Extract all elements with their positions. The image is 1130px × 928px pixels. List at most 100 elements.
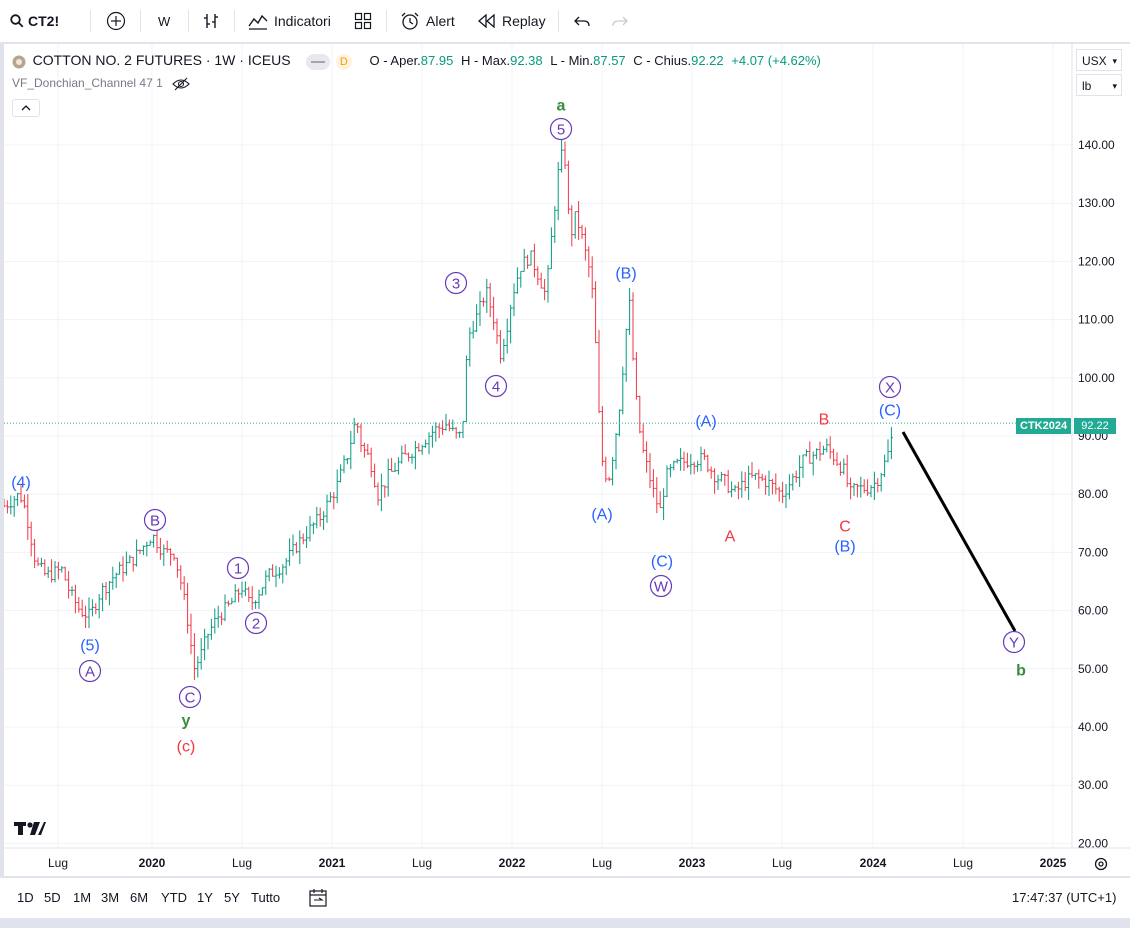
wave-text: C: [839, 519, 851, 536]
price-bar: [519, 270, 523, 288]
compare-button[interactable]: [106, 0, 126, 42]
chart-settings-button[interactable]: [1093, 856, 1109, 876]
range-tutto[interactable]: Tutto: [251, 890, 281, 905]
price-bar: [383, 485, 387, 498]
price-bar: [322, 511, 326, 530]
date-range-button[interactable]: [308, 888, 328, 913]
indicators-button[interactable]: Indicatori: [248, 0, 331, 42]
price-bar: [67, 571, 71, 599]
range-ytd[interactable]: YTD: [161, 890, 187, 905]
price-bar: [750, 461, 754, 478]
price-bar: [206, 633, 210, 650]
price-bar: [556, 162, 560, 221]
alert-button[interactable]: Alert: [400, 0, 455, 42]
price-bar: [342, 455, 346, 474]
undo-icon: [574, 14, 590, 28]
price-bar: [798, 455, 802, 487]
range-5y[interactable]: 5Y: [224, 890, 240, 905]
price-bar: [444, 413, 448, 431]
time-tick-label: Lug: [48, 856, 68, 870]
price-bar: [152, 534, 156, 548]
price-bar: [369, 447, 373, 478]
price-bar: [590, 256, 594, 299]
price-bar: [4, 498, 6, 508]
projection-trendline: [901, 431, 1017, 632]
chevron-down-icon: ▾: [1112, 81, 1117, 91]
price-tick-label: 50.00: [1078, 662, 1108, 676]
range-1d[interactable]: 1D: [17, 890, 34, 905]
delayed-badge[interactable]: D: [335, 53, 352, 70]
wave-text: W: [654, 579, 669, 596]
clock-timezone[interactable]: 17:47:37 (UTC+1): [1012, 890, 1117, 905]
price-bar: [706, 454, 710, 473]
price-bar: [189, 613, 193, 655]
gear-icon: [1093, 856, 1109, 872]
wave-label: C: [839, 519, 851, 536]
symbol-search[interactable]: CT2!: [10, 0, 59, 42]
indicator-legend[interactable]: VF_Donchian_Channel 47 1: [12, 76, 190, 91]
price-bar: [461, 421, 465, 439]
interval-button[interactable]: W: [158, 13, 171, 29]
divider: [140, 10, 141, 32]
change-value: +4.07 (+4.62%): [731, 53, 821, 68]
price-bar: [53, 561, 57, 583]
price-bar: [689, 453, 693, 475]
tradingview-logo[interactable]: [14, 820, 46, 841]
wave-label-circled: X: [878, 375, 902, 399]
price-bar: [488, 282, 492, 318]
wave-label-circled: 4: [484, 374, 508, 398]
currency-select[interactable]: USX ▾: [1076, 49, 1122, 71]
layouts-button[interactable]: [354, 0, 372, 42]
price-bar: [852, 483, 856, 496]
price-bar: [757, 469, 761, 489]
price-bar: [63, 566, 67, 581]
symbol-title[interactable]: COTTON NO. 2 FUTURES · 1W · ICEUS: [32, 52, 291, 68]
price-bar: [84, 605, 88, 629]
price-chart[interactable]: (4) B (5) A Cy (c) 1 2 3 4 a 5 (B) (A) (C) W (A) A B C (B) X (…: [4, 44, 1130, 876]
price-bar: [77, 597, 81, 613]
search-icon: [10, 14, 24, 28]
price-bar: [570, 205, 574, 247]
range-6m[interactable]: 6M: [130, 890, 149, 905]
time-tick-label: 2021: [319, 856, 346, 870]
high-value: 92.38: [510, 53, 543, 68]
price-bar: [879, 472, 883, 492]
bottom-strip: [0, 918, 1130, 928]
collapse-legend-button[interactable]: [12, 99, 40, 117]
grid-icon: [354, 12, 372, 30]
price-bar: [624, 328, 628, 382]
price-bar: [379, 473, 383, 512]
time-tick-label: 2025: [1040, 856, 1067, 870]
replay-button[interactable]: Replay: [478, 0, 546, 42]
price-bar: [634, 352, 638, 400]
price-bar: [233, 584, 237, 603]
undo-button[interactable]: [574, 0, 590, 42]
chart-grid: [4, 44, 1072, 848]
price-bar: [39, 557, 43, 567]
unit-select[interactable]: lb ▾: [1076, 74, 1122, 96]
redo-button[interactable]: [612, 0, 628, 42]
wave-text: 2: [252, 616, 260, 633]
range-1y[interactable]: 1Y: [197, 890, 213, 905]
price-bar: [243, 581, 247, 597]
range-5d[interactable]: 5D: [44, 890, 61, 905]
price-bar: [339, 464, 343, 483]
wave-text: 1: [234, 561, 242, 578]
price-bar: [213, 608, 217, 634]
eye-hidden-icon[interactable]: [172, 77, 190, 91]
bar-style-button[interactable]: [202, 0, 220, 42]
chevron-up-icon: [21, 104, 31, 112]
price-bar: [345, 458, 349, 465]
elliott-wave-labels: (4) B (5) A Cy (c) 1 2 3 4 a 5 (B) (A) (C) W (A) A B C (B) X (…: [11, 98, 1026, 756]
wave-circle: [226, 556, 250, 580]
range-1m[interactable]: 1M: [73, 890, 92, 905]
price-bar: [352, 417, 356, 445]
price-bar: [566, 160, 570, 215]
price-bar: [410, 453, 414, 464]
range-3m[interactable]: 3M: [101, 890, 120, 905]
wave-label: (5): [80, 638, 100, 655]
time-tick-label: Lug: [412, 856, 432, 870]
price-bar: [230, 597, 234, 605]
price-bar: [696, 460, 700, 472]
